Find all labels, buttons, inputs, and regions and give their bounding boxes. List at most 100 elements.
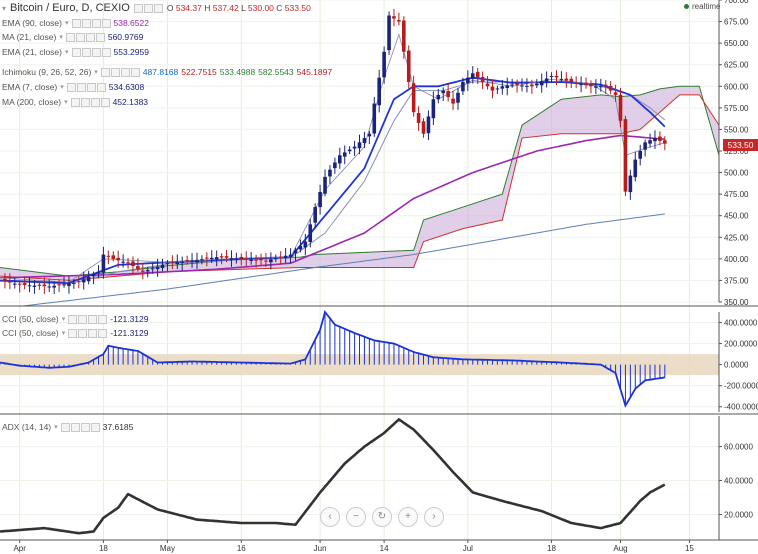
legend-buttons[interactable] xyxy=(100,67,140,77)
candle-body xyxy=(47,286,52,288)
reset-icon[interactable]: ↻ xyxy=(372,507,392,527)
y-tick-label: 425.00 xyxy=(724,233,749,242)
legend-value: 545.1897 xyxy=(296,67,333,77)
candle-body xyxy=(62,284,66,286)
legend-value: -121.3129 xyxy=(110,314,149,324)
caret-down-icon[interactable]: ▾ xyxy=(94,69,98,76)
legend-buttons[interactable] xyxy=(65,32,105,42)
candle-body xyxy=(347,149,352,152)
y-tick-label: 600.00 xyxy=(724,82,749,91)
title-buttons[interactable] xyxy=(133,3,163,13)
y-tick-label: 700.00 xyxy=(724,0,749,5)
x-tick-label: 18 xyxy=(99,544,108,553)
candle-body xyxy=(150,268,155,270)
candle-body xyxy=(534,83,539,86)
legend-label: CCI (50, close) xyxy=(2,328,59,338)
adx-legend[interactable]: ADX (14, 14) ▾ 37.6185 xyxy=(2,422,134,432)
caret-down-icon[interactable]: ▾ xyxy=(65,49,69,56)
legend-row[interactable]: EMA (90, close) ▾ 538.6522 xyxy=(2,16,149,30)
chevron-down-icon[interactable]: ▾ xyxy=(2,3,7,13)
candle-body xyxy=(480,76,485,82)
candle-body xyxy=(269,259,273,263)
candle-body xyxy=(392,16,396,19)
legend-row[interactable]: Ichimoku (9, 26, 52, 26) ▾ 487.8168 522.751… xyxy=(2,65,332,79)
legend-row[interactable]: MA (200, close) ▾ 452.1383 xyxy=(2,95,148,109)
candle-body xyxy=(352,146,357,149)
candle-body xyxy=(254,259,258,261)
y-tick-label: 0.0000 xyxy=(724,361,749,370)
legend-buttons[interactable] xyxy=(68,314,108,324)
candle-body xyxy=(559,78,564,80)
candle-body xyxy=(367,133,372,137)
candle-body xyxy=(500,86,505,89)
cci-line xyxy=(0,310,665,408)
candle-body xyxy=(116,257,120,261)
candle-body xyxy=(136,265,140,269)
candle-body xyxy=(323,176,327,194)
candle-body xyxy=(318,191,322,208)
caret-down-icon[interactable]: ▾ xyxy=(54,424,58,431)
candle-body xyxy=(37,284,42,286)
caret-down-icon[interactable]: ▾ xyxy=(60,84,64,91)
candle-body xyxy=(579,84,583,86)
legend-buttons[interactable] xyxy=(68,328,108,338)
candle-body xyxy=(643,142,647,150)
candle-body xyxy=(515,83,519,85)
candle-body xyxy=(121,261,125,263)
chevron-left-icon[interactable]: ‹ xyxy=(320,507,340,527)
ema90-line xyxy=(0,134,665,279)
zoom-out-icon[interactable]: − xyxy=(346,507,366,527)
cci-legend-row[interactable]: CCI (50, close) ▾ -121.3129 xyxy=(2,312,149,326)
candle-body xyxy=(544,78,549,82)
candle-body xyxy=(628,175,633,193)
candle-body xyxy=(328,169,332,177)
legend-label: MA (21, close) xyxy=(2,32,57,42)
candle-body xyxy=(81,279,86,283)
legend-label: EMA (21, close) xyxy=(2,47,62,57)
candle-body xyxy=(372,103,377,134)
candle-body xyxy=(475,71,480,78)
candle-body xyxy=(214,257,219,260)
legend-value: 582.5543 xyxy=(258,67,294,77)
candle-body xyxy=(357,142,362,149)
candle-body xyxy=(342,152,347,157)
legend-buttons[interactable] xyxy=(71,18,111,28)
senkou-a-line xyxy=(0,85,720,277)
candle-body xyxy=(603,84,608,87)
caret-down-icon[interactable]: ▾ xyxy=(64,99,68,106)
candle-body xyxy=(244,258,249,260)
candle-body xyxy=(530,84,534,87)
candle-body xyxy=(313,207,317,223)
candle-body xyxy=(180,261,185,263)
legend-value: 560.9769 xyxy=(107,32,144,42)
candle-body xyxy=(175,262,180,265)
legend-row[interactable]: MA (21, close) ▾ 560.9769 xyxy=(2,30,143,44)
candle-body xyxy=(288,254,293,257)
adx-pane xyxy=(0,418,666,535)
x-tick-label: Aug xyxy=(613,544,627,553)
legend-row[interactable]: EMA (7, close) ▾ 534.6308 xyxy=(2,80,144,94)
caret-down-icon[interactable]: ▾ xyxy=(61,330,66,337)
caret-down-icon[interactable]: ▾ xyxy=(59,34,63,41)
cci-legend-row[interactable]: CCI (50, close) ▾ -121.3129 xyxy=(2,326,149,340)
legend-buttons[interactable] xyxy=(66,82,106,92)
chevron-right-icon[interactable]: › xyxy=(424,507,444,527)
candle-body xyxy=(165,263,170,265)
legend-buttons[interactable] xyxy=(60,422,100,432)
cci-pane xyxy=(0,310,719,408)
legend-row[interactable]: EMA (21, close) ▾ 553.2959 xyxy=(2,45,149,59)
legend-buttons[interactable] xyxy=(71,47,111,57)
candle-body xyxy=(229,258,234,260)
candle-body xyxy=(470,73,475,79)
candle-body xyxy=(219,256,224,258)
zoom-in-icon[interactable]: + xyxy=(398,507,418,527)
price-overlays xyxy=(0,33,666,307)
caret-down-icon[interactable]: ▾ xyxy=(65,20,69,27)
candle-body xyxy=(200,259,204,261)
caret-down-icon[interactable]: ▾ xyxy=(61,316,66,323)
x-tick-label: 14 xyxy=(380,544,389,553)
legend-buttons[interactable] xyxy=(70,97,110,107)
legend-label: CCI (50, close) xyxy=(2,314,59,324)
candle-body xyxy=(648,140,652,144)
